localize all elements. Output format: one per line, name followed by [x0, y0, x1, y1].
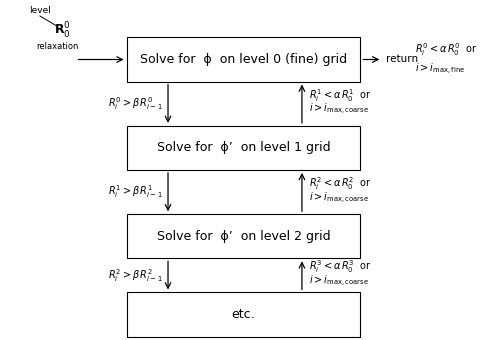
Text: $R_i^{1} > \beta\, R_{i-1}^{1}$: $R_i^{1} > \beta\, R_{i-1}^{1}$ — [108, 184, 162, 201]
Text: $R_i^{0} > \beta\, R_{i-1}^{0}$: $R_i^{0} > \beta\, R_{i-1}^{0}$ — [108, 95, 162, 112]
Text: level: level — [29, 6, 51, 15]
Text: $R_i^{1} < \alpha\, R_0^{1}$  or: $R_i^{1} < \alpha\, R_0^{1}$ or — [309, 87, 372, 104]
Text: $R_i^{3} < \alpha\, R_0^{3}$  or: $R_i^{3} < \alpha\, R_0^{3}$ or — [309, 258, 372, 275]
Text: etc.: etc. — [232, 308, 255, 321]
Text: relaxation: relaxation — [36, 42, 79, 51]
Text: $R_i^{2} > \beta\, R_{i-1}^{2}$: $R_i^{2} > \beta\, R_{i-1}^{2}$ — [108, 267, 162, 284]
FancyBboxPatch shape — [127, 126, 360, 170]
Text: $R_i^0 < \alpha\, R_0^0$  or: $R_i^0 < \alpha\, R_0^0$ or — [415, 41, 478, 58]
FancyBboxPatch shape — [127, 292, 360, 337]
Text: $i > i_{\mathrm{max,coarse}}$: $i > i_{\mathrm{max,coarse}}$ — [309, 274, 369, 289]
FancyBboxPatch shape — [127, 214, 360, 258]
FancyBboxPatch shape — [127, 37, 360, 82]
Text: $R_i^{2} < \alpha\, R_0^{2}$  or: $R_i^{2} < \alpha\, R_0^{2}$ or — [309, 175, 372, 192]
Text: $i > i_{\mathrm{max,coarse}}$: $i > i_{\mathrm{max,coarse}}$ — [309, 191, 369, 206]
Text: return: return — [386, 54, 418, 65]
Text: $i > i_{\mathrm{max,coarse}}$: $i > i_{\mathrm{max,coarse}}$ — [309, 102, 369, 117]
Text: Solve for  ϕ’  on level 2 grid: Solve for ϕ’ on level 2 grid — [157, 230, 330, 243]
Text: $\mathbf{R}_0^0$: $\mathbf{R}_0^0$ — [54, 20, 71, 41]
Text: Solve for  ϕ’  on level 1 grid: Solve for ϕ’ on level 1 grid — [157, 141, 330, 154]
Text: $i > i_{\mathrm{max,fine}}$: $i > i_{\mathrm{max,fine}}$ — [415, 62, 466, 76]
Text: Solve for  ϕ  on level 0 (fine) grid: Solve for ϕ on level 0 (fine) grid — [140, 53, 347, 66]
